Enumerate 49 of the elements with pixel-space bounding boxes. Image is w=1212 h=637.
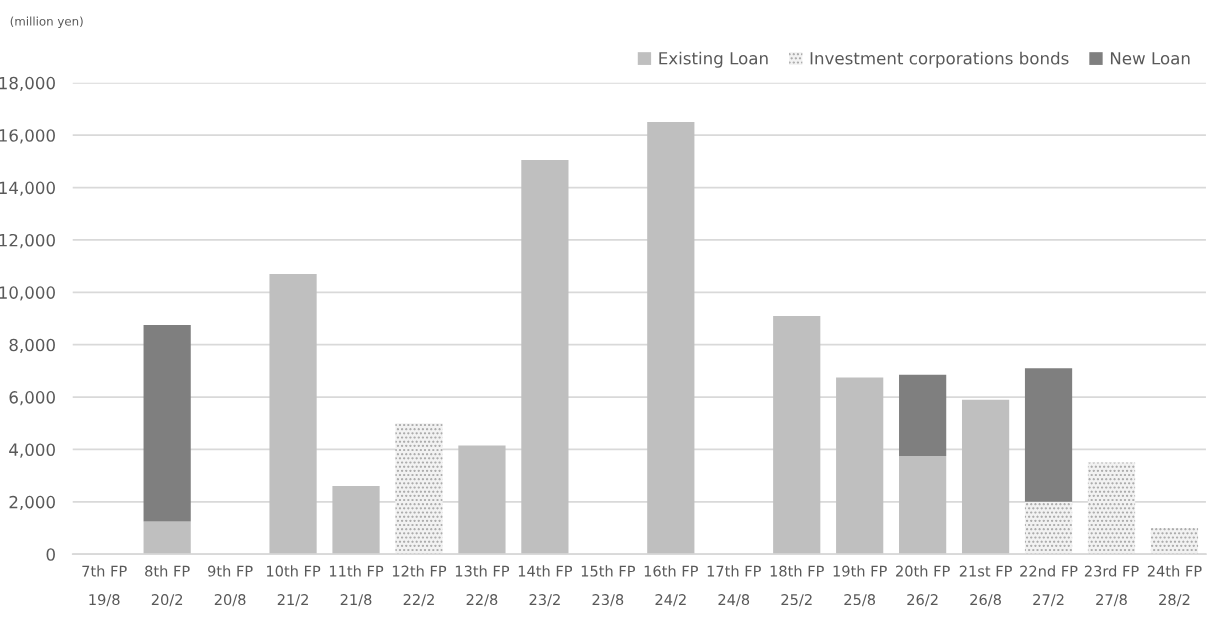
y-tick-label: 2,000 — [9, 495, 55, 511]
category-label: 12th FP 22/2 — [392, 565, 447, 607]
bar — [332, 486, 380, 555]
bar — [773, 315, 821, 555]
x-tick-label: 20th FP 26/2 — [896, 565, 950, 607]
x-tick-label: 21st FP 26/8 — [959, 565, 1012, 607]
x-tick-label: 22nd FP 27/2 — [1020, 565, 1078, 607]
category-label: 14th FP 23/2 — [518, 565, 573, 607]
y-tick-label: 16,000 — [0, 129, 55, 144]
x-tick-label: 13th FP 22/8 — [455, 565, 510, 607]
category-label: 17th FP 24/8 — [707, 565, 761, 607]
bar — [143, 521, 191, 555]
bar — [521, 160, 569, 555]
x-tick-label: 18th FP 25/2 — [770, 565, 824, 607]
legend-label: Existing Loan — [659, 51, 768, 68]
category-label: 7th FP 19/8 — [82, 565, 127, 607]
y-tick-label: 0 — [46, 548, 55, 561]
category-label: 11th FP 21/8 — [329, 565, 384, 607]
y-tick-label: 18,000 — [0, 76, 55, 92]
bar — [1024, 368, 1073, 502]
bar — [143, 325, 191, 522]
bar — [647, 122, 695, 555]
bar — [836, 377, 884, 555]
category-label: 24th FP 28/2 — [1147, 565, 1202, 607]
y-tick-label: 6,000 — [9, 391, 55, 406]
y-tick-label: 14,000 — [0, 181, 55, 196]
legend-label: Investment corporations bonds — [810, 51, 1069, 68]
bar — [1087, 462, 1136, 555]
y-tick-label: 12,000 — [0, 233, 55, 249]
bar — [1150, 528, 1199, 555]
x-tick-label: 23rd FP 27/8 — [1084, 565, 1139, 607]
x-tick-label: 15th FP 23/8 — [581, 565, 636, 607]
x-tick-label: 16th FP 24/2 — [644, 565, 698, 607]
x-tick-label: 19th FP 25/8 — [833, 565, 887, 607]
bar — [1024, 501, 1073, 555]
bar — [458, 445, 506, 555]
y-tick-label: 8,000 — [9, 338, 55, 353]
y-tick-label: 10,000 — [0, 286, 55, 301]
bar — [961, 399, 1010, 555]
bar — [899, 455, 947, 555]
x-tick-label: 9th FP 20/8 — [208, 565, 253, 607]
bar — [395, 423, 443, 555]
y-tick-label: 4,000 — [9, 443, 55, 458]
bar — [899, 374, 947, 456]
x-tick-label: 8th FP 20/2 — [145, 565, 190, 607]
x-tick-label: 10th FP 21/2 — [267, 565, 321, 607]
bar — [269, 273, 317, 555]
legend-label: New Loan — [1110, 52, 1190, 65]
y-axis-title: (million yen) — [10, 16, 83, 29]
